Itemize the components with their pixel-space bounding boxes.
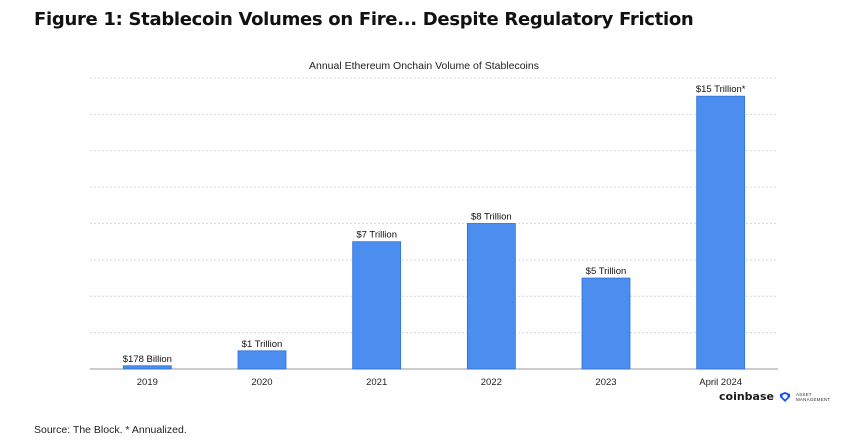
brand-name: coinbase — [719, 390, 774, 403]
bars — [122, 95, 746, 370]
bar-2020 — [237, 350, 287, 370]
data-labels: $178 Billion $1 Trillion $7 Trillion $8 Tri… — [123, 84, 746, 365]
chart-title: Annual Ethereum Onchain Volume of Stable… — [309, 60, 539, 72]
brand-subtitle-line-2: MANAGEMENT — [795, 396, 831, 402]
x-tick-labels: 2019 2020 2021 2022 2023 April 2024 — [137, 377, 742, 388]
data-label: $8 Trillion — [471, 212, 512, 223]
bar-2021 — [352, 241, 402, 370]
x-tick-label: 2022 — [481, 377, 502, 388]
x-tick-label: April 2024 — [699, 377, 742, 388]
data-label: $178 Billion — [123, 354, 172, 365]
brand-subtitle: ASSET MANAGEMENT — [796, 392, 830, 402]
brand-logo: coinbase ASSET MANAGEMENT — [719, 390, 830, 403]
data-label: $15 Trillion* — [696, 84, 746, 95]
figure-title: Figure 1: Stablecoin Volumes on Fire... … — [34, 9, 694, 30]
grid-lines — [90, 77, 778, 370]
source-note: Source: The Block. * Annualized. — [34, 424, 187, 436]
data-label: $5 Trillion — [586, 266, 627, 277]
x-tick-label: 2020 — [251, 377, 272, 388]
x-tick-label: 2023 — [595, 377, 616, 388]
bar-2023 — [581, 277, 631, 370]
data-label: $7 Trillion — [356, 230, 397, 241]
data-label: $1 Trillion — [242, 339, 283, 350]
x-tick-label: 2019 — [137, 377, 158, 388]
brand-subtitle-line-1: ASSET — [795, 391, 812, 397]
bar-2022 — [466, 223, 516, 370]
bar-april-2024 — [696, 95, 746, 370]
bar-2019 — [122, 365, 172, 370]
x-tick-label: 2021 — [366, 377, 387, 388]
coinbase-asset-management-icon — [779, 391, 790, 402]
